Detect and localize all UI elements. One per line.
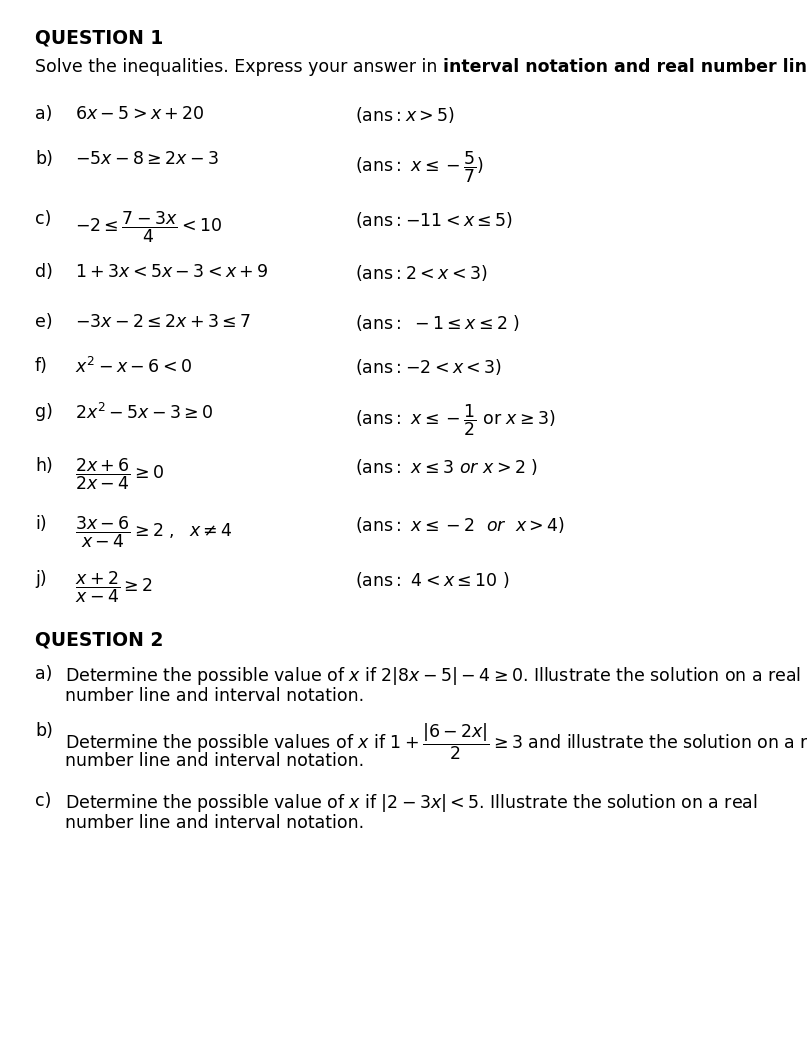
Text: Solve the inequalities. Express your answer in: Solve the inequalities. Express your ans… (35, 58, 443, 76)
Text: number line and interval notation.: number line and interval notation. (65, 814, 364, 832)
Text: $-3x-2\leq 2x+3\leq 7$: $-3x-2\leq 2x+3\leq 7$ (75, 313, 251, 331)
Text: a): a) (35, 665, 52, 683)
Text: interval notation and real number line: interval notation and real number line (443, 58, 807, 76)
Text: QUESTION 2: QUESTION 2 (35, 630, 163, 649)
Text: $(\mathrm{ans:}\ x\leq 3\ \mathit{or}\ x>2\ )$: $(\mathrm{ans:}\ x\leq 3\ \mathit{or}\ x… (355, 457, 538, 477)
Text: d): d) (35, 263, 53, 281)
Text: number line and interval notation.: number line and interval notation. (65, 752, 364, 770)
Text: $2x^{2}-5x-3\geq 0$: $2x^{2}-5x-3\geq 0$ (75, 403, 214, 423)
Text: Determine the possible values of $x$ if $1+\dfrac{|6-2x|}{2}\geq 3$ and illustra: Determine the possible values of $x$ if … (65, 722, 807, 762)
Text: $(\mathrm{ans:}x>5)$: $(\mathrm{ans:}x>5)$ (355, 105, 455, 125)
Text: $\dfrac{3x-6}{x-4}\geq 2\ ,\ \ x\neq 4$: $\dfrac{3x-6}{x-4}\geq 2\ ,\ \ x\neq 4$ (75, 515, 232, 551)
Text: $\dfrac{x+2}{x-4}\geq 2$: $\dfrac{x+2}{x-4}\geq 2$ (75, 570, 153, 606)
Text: $-2\leq \dfrac{7-3x}{4}<10$: $-2\leq \dfrac{7-3x}{4}<10$ (75, 211, 222, 246)
Text: $(\mathrm{ans:}\ -1\leq x\leq 2\ )$: $(\mathrm{ans:}\ -1\leq x\leq 2\ )$ (355, 313, 520, 333)
Text: $(\mathrm{ans:}{-2}<x<3)$: $(\mathrm{ans:}{-2}<x<3)$ (355, 357, 502, 377)
Text: $(\mathrm{ans:}{-}11<x\leq 5)$: $(\mathrm{ans:}{-}11<x\leq 5)$ (355, 211, 513, 230)
Text: QUESTION 1: QUESTION 1 (35, 28, 163, 47)
Text: $(\mathrm{ans:}\ x\leq -2\ \ \mathit{or}\ \ x>4)$: $(\mathrm{ans:}\ x\leq -2\ \ \mathit{or}… (355, 515, 565, 535)
Text: b): b) (35, 150, 53, 168)
Text: $(\mathrm{ans:}\ 4<x\leq 10\ )$: $(\mathrm{ans:}\ 4<x\leq 10\ )$ (355, 570, 510, 590)
Text: e): e) (35, 313, 52, 331)
Text: $(\mathrm{ans:}2<x<3)$: $(\mathrm{ans:}2<x<3)$ (355, 263, 487, 283)
Text: $6x-5>x+20$: $6x-5>x+20$ (75, 105, 205, 123)
Text: c): c) (35, 211, 52, 228)
Text: $(\mathrm{ans:}\ x\leq -\dfrac{5}{7})$: $(\mathrm{ans:}\ x\leq -\dfrac{5}{7})$ (355, 150, 484, 186)
Text: $1+3x<5x-3<x+9$: $1+3x<5x-3<x+9$ (75, 263, 269, 281)
Text: Determine the possible value of $x$ if $|2-3x|<5$. Illustrate the solution on a : Determine the possible value of $x$ if $… (65, 792, 758, 814)
Text: c): c) (35, 792, 52, 810)
Text: $\dfrac{2x+6}{2x-4}\geq 0$: $\dfrac{2x+6}{2x-4}\geq 0$ (75, 457, 164, 493)
Text: b): b) (35, 722, 53, 740)
Text: $-5x-8\geq 2x-3$: $-5x-8\geq 2x-3$ (75, 150, 219, 168)
Text: h): h) (35, 457, 52, 475)
Text: Determine the possible value of $x$ if $2|8x-5|-4\geq 0$. Illustrate the solutio: Determine the possible value of $x$ if $… (65, 665, 801, 686)
Text: number line and interval notation.: number line and interval notation. (65, 686, 364, 705)
Text: a): a) (35, 105, 52, 123)
Text: g): g) (35, 403, 53, 421)
Text: $(\mathrm{ans:}\ x\leq -\dfrac{1}{2}\ \mathrm{or}\ x\geq 3)$: $(\mathrm{ans:}\ x\leq -\dfrac{1}{2}\ \m… (355, 403, 556, 439)
Text: j): j) (35, 570, 47, 588)
Text: $x^{2}-x-6<0$: $x^{2}-x-6<0$ (75, 357, 192, 377)
Text: f): f) (35, 357, 48, 375)
Text: i): i) (35, 515, 47, 533)
